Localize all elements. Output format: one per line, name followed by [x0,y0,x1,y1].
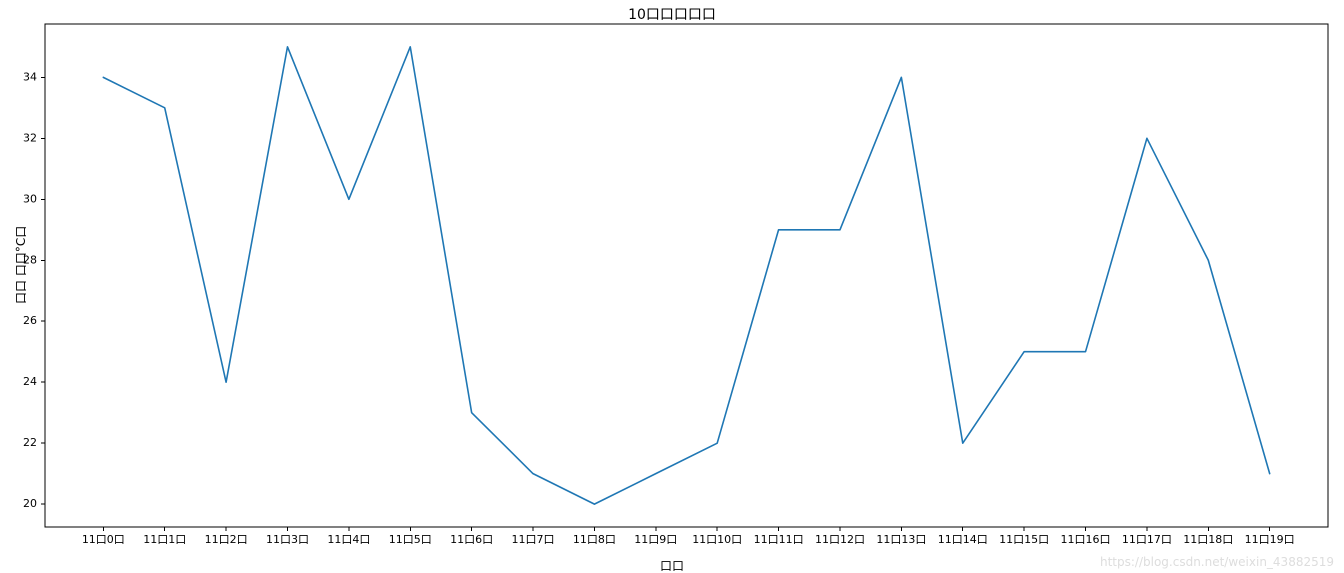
y-tick-label: 22 [23,436,37,449]
y-tick-label: 24 [23,375,37,388]
x-tick-label: 11口1口 [143,533,186,546]
x-tick-label: 11口7口 [512,533,555,546]
x-tick-label: 11口10口 [692,533,742,546]
y-tick-label: 32 [23,131,37,144]
x-tick-label: 11口2口 [205,533,248,546]
x-tick-label: 11口11口 [754,533,804,546]
x-tick-label: 11口12口 [815,533,865,546]
x-tick-label: 11口3口 [266,533,309,546]
x-tick-label: 11口16口 [1061,533,1111,546]
x-tick-label: 11口4口 [327,533,370,546]
y-tick-label: 30 [23,192,37,205]
y-tick-label: 20 [23,497,37,510]
y-tick-label: 28 [23,253,37,266]
line-series [103,47,1269,504]
x-tick-label: 11口17口 [1122,533,1172,546]
x-tick-label: 11口19口 [1245,533,1295,546]
x-tick-label: 11口8口 [573,533,616,546]
y-tick-label: 34 [23,70,37,83]
x-tick-label: 11口6口 [450,533,493,546]
x-tick-label: 11口0口 [82,533,125,546]
x-tick-label: 11口13口 [876,533,926,546]
y-tick-label: 26 [23,314,37,327]
figure: 10口口口口口 口口 口口°C口 口口 202224262830323411口0… [0,0,1344,573]
x-tick-label: 11口14口 [938,533,988,546]
x-tick-label: 11口5口 [389,533,432,546]
x-tick-label: 11口15口 [999,533,1049,546]
x-tick-label: 11口18口 [1183,533,1233,546]
x-tick-label: 11口9口 [634,533,677,546]
line-chart: 20 22 24 26 28 30 32 34 11口0口 11口1口 11口2口 11口3口 11口4… [0,0,1344,573]
